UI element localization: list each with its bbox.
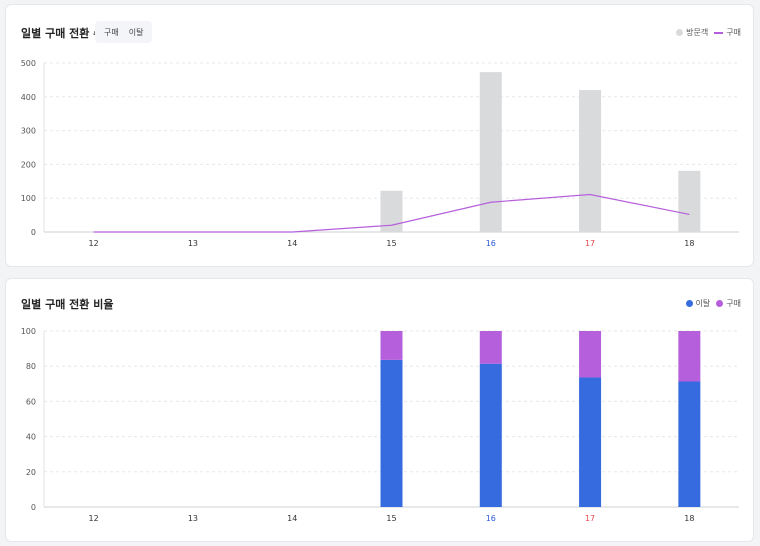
x-tick-label: 17 — [585, 514, 595, 523]
x-tick-label: 16 — [486, 239, 496, 248]
legend-swatch — [714, 31, 724, 34]
x-tick-label: 16 — [486, 514, 496, 523]
y-tick-label: 500 — [21, 59, 36, 68]
y-tick-label: 0 — [31, 503, 36, 512]
bar-이탈 — [678, 381, 701, 507]
x-tick-label: 13 — [188, 514, 198, 523]
chart-legend: 방문객 구매 — [670, 27, 741, 38]
y-tick-label: 100 — [21, 194, 36, 203]
legend-item-visitors[interactable]: 방문객 — [676, 27, 708, 38]
bar-방문객 — [380, 190, 403, 232]
legend-item-purchase[interactable]: 구매 — [714, 27, 741, 38]
legend-swatch — [685, 300, 693, 307]
x-tick-label: 14 — [287, 239, 297, 248]
bar-이탈 — [579, 377, 602, 507]
y-tick-label: 400 — [21, 93, 36, 102]
legend-swatch — [676, 29, 684, 36]
legend-item-churn[interactable]: 이탈 — [685, 298, 711, 309]
bar-방문객 — [479, 72, 502, 232]
tab-churn[interactable]: 이탈 — [128, 27, 144, 37]
daily-purchase-count-card: 일별 구매 전환 수 구매 이탈 방문객 구매 0 100 200 300 400 500… — [5, 4, 754, 267]
tab-group: 구매 이탈 — [95, 21, 153, 43]
y-tick-label: 20 — [26, 468, 36, 477]
bar-구매 — [479, 331, 502, 364]
y-tick-label: 40 — [26, 433, 36, 442]
purchase-ratio-chart: 0 20 40 60 80 100 12 13 14 15 16 17 18 — [21, 327, 739, 523]
legend-label: 방문객 — [686, 28, 709, 37]
x-tick-label: 13 — [188, 239, 198, 248]
x-tick-label: 17 — [585, 239, 595, 248]
chart-title: 일별 구매 전환 비율 — [21, 298, 114, 311]
tab-purchase[interactable]: 구매 — [104, 27, 119, 37]
bar-방문객 — [579, 90, 602, 232]
bar-이탈 — [380, 359, 403, 507]
x-tick-label: 15 — [386, 514, 396, 523]
legend-swatch — [716, 300, 724, 307]
legend-label: 구매 — [726, 299, 741, 308]
chart-legend: 이탈 구매 — [680, 298, 741, 309]
x-tick-label: 12 — [89, 514, 99, 523]
bar-이탈 — [479, 363, 502, 507]
x-tick-label: 18 — [684, 239, 694, 248]
x-tick-label: 15 — [386, 239, 396, 248]
x-tick-label: 12 — [89, 239, 99, 248]
y-tick-label: 300 — [21, 127, 36, 136]
y-tick-label: 200 — [21, 160, 36, 169]
visitors-purchase-chart: 0 100 200 300 400 500 12 13 14 15 16 17 18 — [21, 59, 739, 248]
y-tick-label: 60 — [26, 397, 36, 406]
bar-방문객 — [678, 170, 701, 232]
bar-구매 — [579, 331, 602, 378]
x-tick-label: 18 — [684, 514, 694, 523]
y-tick-label: 80 — [26, 362, 36, 371]
legend-label: 이탈 — [695, 299, 711, 308]
y-tick-label: 0 — [31, 228, 36, 237]
legend-item-purchase[interactable]: 구매 — [716, 298, 741, 309]
legend-label: 구매 — [726, 28, 741, 37]
line-series-구매 — [93, 193, 690, 233]
daily-purchase-ratio-card: 일별 구매 전환 비율 이탈 구매 0 20 40 60 80 100 12 13 14 15 16… — [5, 278, 754, 542]
bar-구매 — [678, 331, 701, 382]
chart-title: 일별 구매 전환 수 — [21, 27, 104, 40]
y-tick-label: 100 — [21, 327, 36, 336]
x-tick-label: 14 — [287, 514, 297, 523]
bar-구매 — [380, 331, 403, 360]
